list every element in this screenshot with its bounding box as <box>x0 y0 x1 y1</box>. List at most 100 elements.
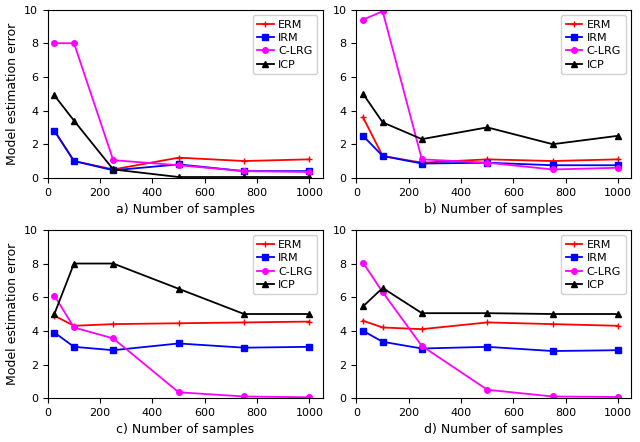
ICP <box>359 91 367 96</box>
Legend: ERM, IRM, C-LRG, ICP: ERM, IRM, C-LRG, ICP <box>561 15 626 74</box>
IRM <box>175 341 182 346</box>
ICP <box>175 286 182 291</box>
Legend: ERM, IRM, C-LRG, ICP: ERM, IRM, C-LRG, ICP <box>561 236 626 294</box>
ERM <box>614 157 622 162</box>
Line: C-LRG: C-LRG <box>52 293 312 400</box>
ICP <box>483 311 491 316</box>
Line: C-LRG: C-LRG <box>360 260 621 400</box>
C-LRG <box>549 167 557 172</box>
Line: IRM: IRM <box>52 330 312 353</box>
ICP <box>549 311 557 316</box>
C-LRG <box>70 41 78 46</box>
ICP <box>379 285 387 290</box>
C-LRG <box>614 165 622 171</box>
X-axis label: d) Number of samples: d) Number of samples <box>424 423 563 436</box>
ERM <box>379 325 387 330</box>
C-LRG <box>379 8 387 14</box>
IRM <box>379 339 387 344</box>
Line: C-LRG: C-LRG <box>52 40 312 175</box>
ERM <box>51 128 58 133</box>
ERM <box>418 327 426 332</box>
ICP <box>418 137 426 142</box>
ERM <box>175 320 182 326</box>
C-LRG <box>306 395 314 400</box>
ERM <box>175 155 182 160</box>
C-LRG <box>483 387 491 392</box>
ICP <box>418 311 426 316</box>
ERM <box>109 167 117 172</box>
C-LRG <box>549 394 557 399</box>
ERM <box>483 157 491 162</box>
IRM <box>359 328 367 334</box>
C-LRG <box>614 394 622 400</box>
IRM <box>483 344 491 350</box>
ERM <box>359 318 367 324</box>
ICP <box>614 311 622 316</box>
C-LRG <box>175 163 182 168</box>
C-LRG <box>175 390 182 395</box>
Y-axis label: Model estimation error: Model estimation error <box>6 23 19 165</box>
ICP <box>51 93 58 98</box>
Legend: ERM, IRM, C-LRG, ICP: ERM, IRM, C-LRG, ICP <box>253 15 317 74</box>
C-LRG <box>240 168 248 174</box>
ERM <box>306 157 314 162</box>
C-LRG <box>51 293 58 298</box>
ICP <box>109 261 117 266</box>
ICP <box>483 125 491 130</box>
Line: ERM: ERM <box>360 114 621 165</box>
ICP <box>109 167 117 172</box>
IRM <box>359 133 367 138</box>
ERM <box>379 153 387 159</box>
ICP <box>379 120 387 125</box>
C-LRG <box>359 260 367 265</box>
Y-axis label: Model estimation error: Model estimation error <box>6 243 19 385</box>
Line: ERM: ERM <box>52 128 312 172</box>
ERM <box>418 160 426 165</box>
C-LRG <box>109 336 117 341</box>
Line: ICP: ICP <box>360 91 621 147</box>
ERM <box>70 323 78 328</box>
C-LRG <box>51 41 58 46</box>
ERM <box>549 158 557 164</box>
ERM <box>614 323 622 328</box>
Line: C-LRG: C-LRG <box>360 8 621 172</box>
C-LRG <box>359 17 367 22</box>
IRM <box>306 168 314 174</box>
Line: ICP: ICP <box>360 285 621 317</box>
IRM <box>418 161 426 166</box>
IRM <box>109 347 117 353</box>
ERM <box>70 158 78 164</box>
IRM <box>379 153 387 159</box>
X-axis label: c) Number of samples: c) Number of samples <box>116 423 254 436</box>
C-LRG <box>109 157 117 163</box>
IRM <box>614 347 622 353</box>
ICP <box>70 118 78 123</box>
Legend: ERM, IRM, C-LRG, ICP: ERM, IRM, C-LRG, ICP <box>253 236 317 294</box>
IRM <box>306 344 314 350</box>
IRM <box>240 345 248 351</box>
Line: IRM: IRM <box>360 133 621 168</box>
IRM <box>51 330 58 335</box>
IRM <box>240 168 248 174</box>
ERM <box>240 158 248 164</box>
ERM <box>109 321 117 327</box>
IRM <box>614 163 622 168</box>
Line: ICP: ICP <box>52 93 312 180</box>
IRM <box>70 158 78 164</box>
ICP <box>240 311 248 316</box>
C-LRG <box>418 343 426 349</box>
ERM <box>240 320 248 325</box>
ERM <box>549 321 557 327</box>
Line: ICP: ICP <box>52 261 312 317</box>
X-axis label: b) Number of samples: b) Number of samples <box>424 203 563 216</box>
ICP <box>614 133 622 138</box>
ERM <box>359 114 367 120</box>
ICP <box>549 141 557 147</box>
C-LRG <box>483 160 491 165</box>
C-LRG <box>418 157 426 162</box>
ICP <box>51 311 58 316</box>
C-LRG <box>306 169 314 175</box>
ERM <box>51 313 58 318</box>
IRM <box>549 163 557 168</box>
C-LRG <box>240 394 248 399</box>
